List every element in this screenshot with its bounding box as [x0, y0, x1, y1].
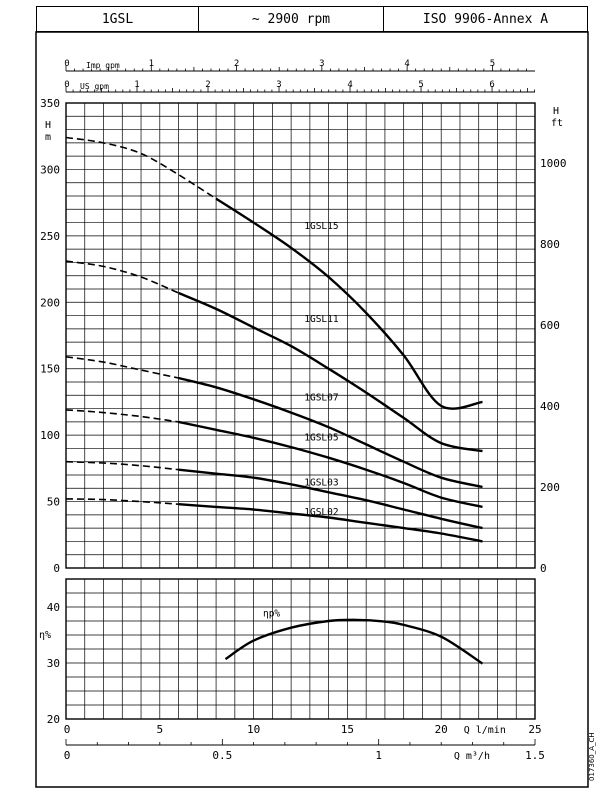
curve-label-1gsl02: 1GSL02: [304, 507, 338, 518]
top-axis-tick-label: 3: [276, 80, 281, 90]
top-axis-tick-label: 1: [149, 59, 154, 69]
curve-label-efficiency: ηp%: [263, 609, 280, 620]
eff-plot-border: [65, 578, 536, 720]
eff-axis-label: η%: [39, 630, 51, 641]
curve-label-1gsl11: 1GSL11: [304, 314, 339, 325]
standard-cell: ISO 9906-Annex A: [422, 11, 549, 27]
top-axis-tick-label: 6: [489, 80, 494, 90]
curve-1gsl03-dashed: [65, 460, 179, 471]
head-tick-label: 150: [40, 363, 60, 376]
x-tick-label: 10: [247, 723, 260, 736]
head-ft-tick-label: 600: [540, 319, 560, 332]
curve-label-1gsl05: 1GSL05: [304, 432, 338, 443]
top-axis-tick-label: 2: [234, 59, 239, 69]
x-tick-label: 5: [156, 723, 163, 736]
eff-tick-label: 40: [47, 601, 60, 614]
top-axis-tick-label: 1: [134, 80, 139, 90]
head-ft-tick-label: 0: [540, 562, 547, 575]
curve-1gsl15-dashed: [65, 136, 217, 200]
top-axis-tick-label: 3: [319, 59, 324, 69]
curve-1gsl07-dashed: [65, 356, 179, 379]
top-axis-tick-label: 2: [205, 80, 210, 90]
head-axis-unit: m: [45, 132, 51, 143]
head-tick-label: 0: [53, 562, 60, 575]
head-axis-label: H: [45, 120, 51, 131]
top-axis-tick-label: 4: [404, 59, 409, 69]
curve-1gsl07: [178, 376, 483, 489]
curve-1gsl02-dashed: [65, 498, 179, 505]
top-axis-tick-label: 4: [347, 80, 352, 90]
top-axis-tick-label: 5: [418, 80, 423, 90]
x-tick-label: 0: [64, 723, 71, 736]
curve-label-1gsl15: 1GSL15: [304, 221, 338, 232]
top-axis-tick-label: 5: [490, 59, 495, 69]
top-axis-title: US gpm: [80, 82, 109, 91]
head-tick-label: 50: [47, 496, 60, 509]
head-tick-label: 100: [40, 429, 60, 442]
head-plot-border: [65, 102, 536, 569]
x2-tick-label: 0.5: [212, 749, 232, 762]
curve-1gsl11: [178, 291, 483, 453]
head-tick-label: 350: [40, 97, 60, 110]
head-tick-label: 200: [40, 296, 60, 309]
x-tick-label: 25: [528, 723, 541, 736]
head-ft-tick-label: 400: [540, 400, 560, 413]
head-ft-axis-label: H: [553, 106, 559, 117]
curve-efficiency: [224, 618, 484, 665]
x-tick-label: 20: [435, 723, 448, 736]
outer-frame: [35, 31, 589, 788]
curve-1gsl02: [178, 503, 483, 543]
curve-label-1gsl07: 1GSL07: [304, 393, 338, 404]
top-axis-tick-label: 0: [64, 80, 69, 90]
x2-axis-title: Q m³/h: [454, 751, 490, 762]
head-ft-tick-label: 1000: [540, 157, 567, 170]
head-ft-axis-unit: ft: [551, 118, 563, 129]
top-axis-title: Imp gpm: [86, 61, 120, 70]
curve-1gsl15: [215, 197, 483, 410]
x2-tick-label: 1.5: [525, 749, 545, 762]
eff-tick-label: 20: [47, 713, 60, 726]
curve-1gsl03: [178, 468, 483, 530]
top-axis-tick-label: 0: [64, 59, 69, 69]
head-ft-tick-label: 200: [540, 481, 560, 494]
curve-1gsl05: [178, 420, 483, 509]
speed-cell: ~ 2900 rpm: [199, 7, 384, 31]
pump-model-cell: 1GSL: [37, 7, 199, 31]
curve-1gsl05-dashed: [65, 409, 179, 423]
curve-label-1gsl03: 1GSL03: [304, 478, 338, 489]
eff-tick-label: 30: [47, 657, 60, 670]
curve-1gsl11-dashed: [65, 260, 179, 294]
x-tick-label: 15: [341, 723, 354, 736]
x-axis-title: Q l/min: [464, 725, 506, 736]
figure-code: 017360_A_CH: [588, 732, 596, 781]
head-tick-label: 250: [40, 230, 60, 243]
x2-tick-label: 0: [64, 749, 71, 762]
head-tick-label: 300: [40, 163, 60, 176]
head-ft-tick-label: 800: [540, 238, 560, 251]
x2-tick-label: 1: [375, 749, 382, 762]
